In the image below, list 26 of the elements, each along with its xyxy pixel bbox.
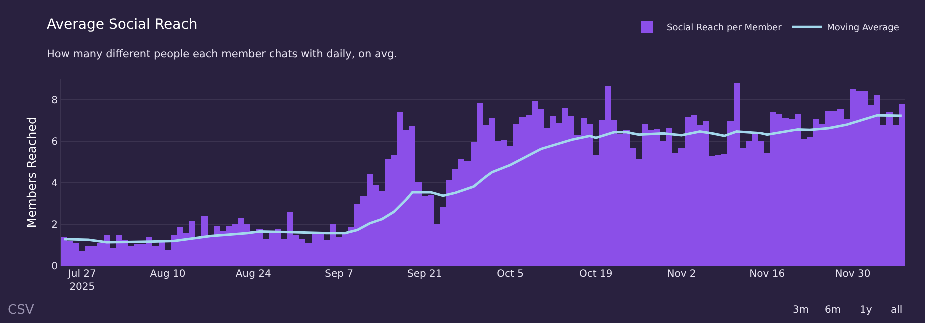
x-tick-label: Sep 7 <box>325 269 354 280</box>
x-tick-label: Sep 21 <box>408 269 442 280</box>
y-tick-label: 8 <box>52 95 58 106</box>
text: 6m <box>825 305 842 316</box>
x-tick-label: Nov 16 <box>750 269 786 280</box>
y-tick-label: 4 <box>52 178 58 190</box>
x-tick-label: Oct 5 <box>497 269 524 280</box>
text: CSV <box>8 303 34 318</box>
x-tick-label: Jul 27 2025 <box>67 269 96 293</box>
y-tick-label: 6 <box>52 136 58 148</box>
x-tick-label: Oct 19 <box>580 269 613 280</box>
text: 1y <box>860 305 872 316</box>
legend-label: Social Reach per Member <box>667 24 782 34</box>
text: 3m <box>793 305 810 316</box>
y-axis-title: Members Reached <box>24 116 39 228</box>
legend-label: Moving Average <box>827 24 900 34</box>
x-tick-label: Nov 2 <box>667 269 696 280</box>
chart-subtitle: How many different people each member chats with daily, on avg. <box>47 48 398 60</box>
x-tick-label: Aug 10 <box>150 269 186 280</box>
x-tick-label: Aug 24 <box>236 269 272 280</box>
line-series <box>62 114 904 244</box>
y-tick-label: 0 <box>52 262 58 272</box>
text: all <box>891 305 903 316</box>
y-tick-label: 2 <box>52 220 58 231</box>
x-tick-label: Nov 30 <box>835 269 871 280</box>
chart-title: Average Social Reach <box>47 17 198 34</box>
